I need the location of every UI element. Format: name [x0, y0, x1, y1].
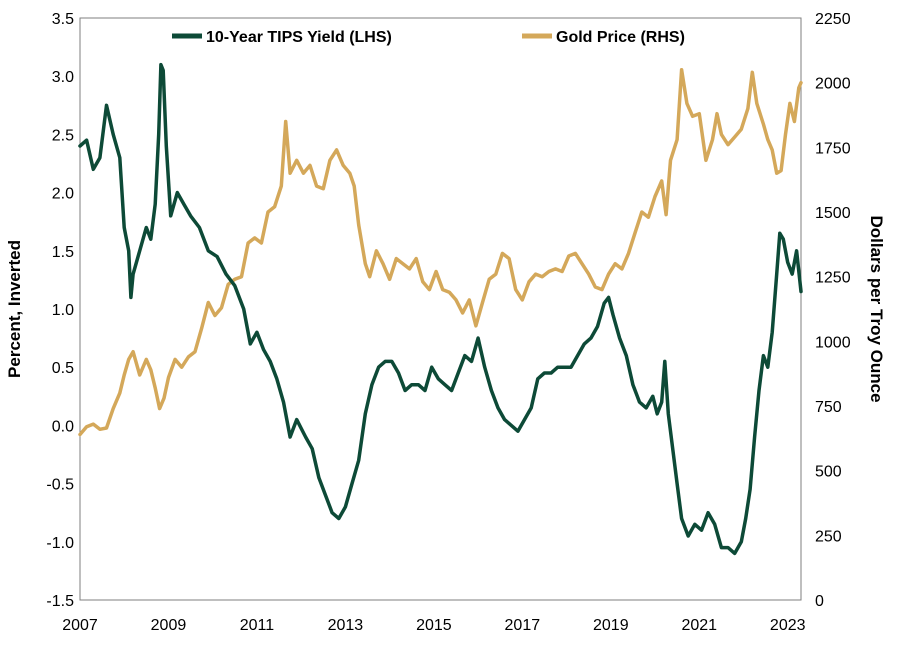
x-tick-label: 2023: [770, 617, 806, 634]
x-tick-label: 2019: [593, 617, 629, 634]
x-tick-label: 2017: [505, 617, 541, 634]
legend-label-gold-price: Gold Price (RHS): [556, 29, 685, 46]
x-tick-label: 2015: [416, 617, 452, 634]
series-line-tips-yield: [78, 62, 803, 556]
legend: 10-Year TIPS Yield (LHS) Gold Price (RHS…: [172, 29, 685, 46]
right-tick-label: 1750: [815, 140, 851, 157]
left-tick-label: 2.0: [52, 186, 74, 203]
right-tick-label: 0: [815, 593, 824, 610]
x-tick-label: 2007: [62, 617, 98, 634]
series-line-gold-price: [78, 67, 803, 437]
right-tick-label: 250: [815, 528, 842, 545]
left-tick-label: 3.5: [52, 11, 74, 28]
left-tick-label: 3.0: [52, 69, 74, 86]
axes: [79, 17, 802, 601]
legend-label-tips-yield: 10-Year TIPS Yield (LHS): [206, 29, 392, 46]
x-tick-label: 2021: [681, 617, 717, 634]
x-tick-label: 2009: [151, 617, 187, 634]
right-axis-tick-labels: 0 250 500 750 1000 1250 1500 1750 2000 2250: [815, 11, 851, 610]
left-tick-label: 0.0: [52, 418, 74, 435]
right-tick-label: 1500: [815, 205, 851, 222]
x-tick-label: 2013: [328, 617, 364, 634]
left-tick-label: 1.0: [52, 302, 74, 319]
left-tick-label: -1.5: [46, 593, 74, 610]
left-tick-label: 2.5: [52, 127, 74, 144]
left-tick-label: -0.5: [46, 477, 74, 494]
right-axis-title: Dollars per Troy Ounce: [867, 215, 886, 402]
left-tick-label: -1.0: [46, 535, 74, 552]
left-axis-tick-labels: -1.5 -1.0 -0.5 0.0 0.5 1.0 1.5 2.0 2.5 3.0 3.5: [46, 11, 74, 610]
right-tick-label: 2000: [815, 76, 851, 93]
right-tick-label: 2250: [815, 11, 851, 28]
left-tick-label: 1.5: [52, 244, 74, 261]
right-tick-label: 500: [815, 464, 842, 481]
x-tick-label: 2011: [240, 617, 275, 634]
right-tick-label: 1000: [815, 334, 851, 351]
series-lines: [78, 62, 803, 556]
right-tick-label: 1250: [815, 270, 851, 287]
x-axis-tick-labels: 2007 2009 2011 2013 2015 2017 2019 2021 2023: [62, 617, 805, 634]
left-axis-title: Percent, Inverted: [5, 240, 24, 378]
left-tick-label: 0.5: [52, 360, 74, 377]
right-tick-label: 750: [815, 399, 842, 416]
plot-area-frame: [79, 17, 802, 601]
